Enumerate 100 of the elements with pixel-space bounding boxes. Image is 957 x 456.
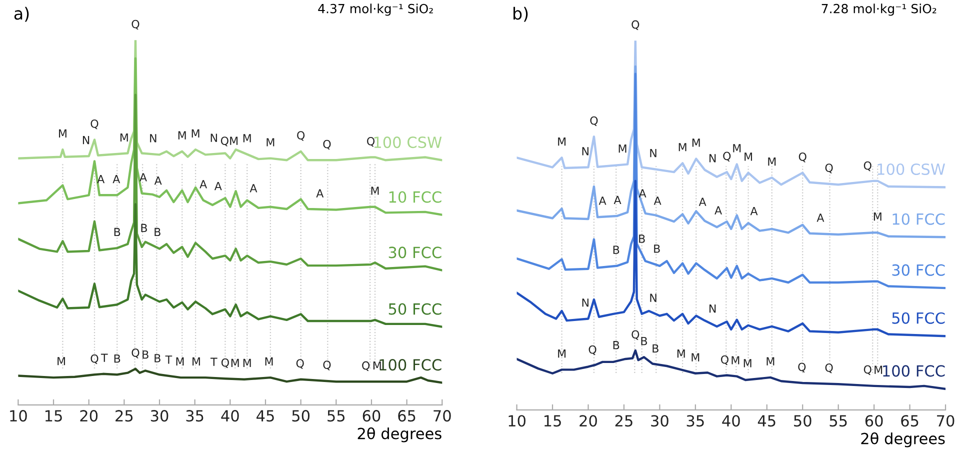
annotation: M bbox=[265, 357, 273, 366]
x-tick-label: 10 bbox=[10, 410, 27, 422]
annotation: Q bbox=[221, 358, 229, 368]
annotation: A bbox=[250, 184, 258, 192]
annotation: Q bbox=[588, 345, 596, 356]
x-tick-label: 25 bbox=[615, 415, 632, 427]
annotation: M bbox=[58, 357, 65, 366]
x-tick-label: 35 bbox=[686, 415, 704, 427]
x-tick-label: 45 bbox=[758, 415, 776, 427]
series-label: 100 CSW bbox=[374, 136, 442, 148]
annotation: B bbox=[114, 228, 120, 236]
annotation: N bbox=[82, 136, 90, 144]
annotation: A bbox=[140, 173, 147, 182]
annotation: M bbox=[618, 144, 626, 153]
x-tick-label: 10 bbox=[508, 415, 526, 427]
x-tick-label: 55 bbox=[328, 410, 345, 422]
annotation: A bbox=[154, 176, 162, 185]
x-tick-label: 15 bbox=[45, 410, 62, 422]
annotation: A bbox=[714, 206, 722, 214]
series-label: 50 FCC bbox=[892, 312, 945, 324]
x-tick-label: 70 bbox=[937, 415, 954, 427]
annotation: M bbox=[243, 134, 251, 142]
annotation: M bbox=[692, 353, 700, 362]
x-tick-label: 45 bbox=[256, 410, 274, 422]
annotation: M bbox=[178, 131, 186, 140]
x-tick-label: 50 bbox=[292, 410, 310, 422]
series-label: 10 FCC bbox=[389, 191, 442, 203]
annotation: M bbox=[192, 129, 200, 138]
annotation: M bbox=[371, 186, 379, 195]
annotation: Q bbox=[825, 363, 833, 374]
annotation: Q bbox=[367, 136, 375, 147]
annotation: M bbox=[677, 350, 685, 358]
chart-title: b) bbox=[514, 6, 528, 22]
annotation: M bbox=[678, 143, 686, 152]
x-tick-label: 55 bbox=[830, 415, 847, 427]
annotation: A bbox=[200, 180, 208, 188]
annotation: Q bbox=[590, 116, 598, 126]
annotation: M bbox=[766, 357, 774, 366]
annotation: B bbox=[613, 246, 620, 254]
x-tick-label: 20 bbox=[80, 410, 98, 422]
annotation: M bbox=[176, 357, 184, 366]
annotation: B bbox=[154, 228, 160, 236]
annotation: Q bbox=[798, 152, 806, 162]
annotation: B bbox=[114, 354, 120, 363]
annotation: M bbox=[558, 138, 566, 146]
annotation: M bbox=[58, 129, 66, 138]
annotation: B bbox=[654, 244, 660, 253]
annotation: Q bbox=[297, 131, 305, 141]
x-tick-label: 65 bbox=[901, 415, 918, 427]
x-tick-label: 50 bbox=[794, 415, 812, 427]
annotation: Q bbox=[296, 359, 304, 369]
annotation: Q bbox=[90, 354, 98, 364]
annotation: Q bbox=[632, 20, 640, 30]
annotation: Q bbox=[362, 361, 370, 371]
annotation: T bbox=[100, 354, 108, 362]
annotation: N bbox=[582, 298, 588, 307]
annotation: M bbox=[692, 138, 700, 147]
annotation: N bbox=[710, 304, 716, 313]
annotation: M bbox=[373, 361, 381, 370]
annotation: N bbox=[150, 134, 156, 142]
annotation: Q bbox=[798, 362, 806, 372]
series-label: 50 FCC bbox=[388, 303, 442, 315]
annotation: M bbox=[192, 357, 200, 366]
annotation: Q bbox=[720, 355, 728, 365]
x-tick-label: 70 bbox=[434, 410, 451, 422]
annotation: M bbox=[558, 350, 566, 358]
annotation: T bbox=[165, 356, 172, 364]
annotation: M bbox=[231, 358, 239, 367]
annotation: N bbox=[582, 147, 588, 156]
annotation: Q bbox=[132, 20, 140, 30]
series-label: 100 FCC bbox=[380, 359, 442, 371]
annotation: M bbox=[744, 359, 752, 368]
x-axis-title: 2θ degrees bbox=[861, 432, 945, 448]
x-tick-label: 40 bbox=[221, 410, 239, 422]
x-tick-label: 60 bbox=[362, 410, 380, 422]
annotation: Q bbox=[132, 348, 140, 358]
annotation: A bbox=[654, 196, 662, 205]
annotation: Q bbox=[323, 140, 331, 150]
annotation: Q bbox=[323, 360, 331, 370]
annotation: N bbox=[650, 294, 656, 302]
annotation: A bbox=[214, 182, 222, 190]
annotation: A bbox=[750, 206, 758, 216]
annotation: Q bbox=[90, 119, 98, 130]
series-label: 30 FCC bbox=[388, 246, 442, 258]
annotation: A bbox=[816, 214, 824, 222]
annotation: Q bbox=[864, 161, 872, 172]
series-label: 100 FCC bbox=[883, 365, 945, 377]
x-tick-label: 25 bbox=[116, 410, 133, 422]
chart-subtitle: 4.37 mol·kg⁻¹ SiO₂ bbox=[318, 4, 433, 16]
annotation: B bbox=[652, 344, 658, 352]
annotation: Q bbox=[864, 365, 872, 375]
x-axis-title: 2θ degrees bbox=[358, 427, 442, 442]
series-label: 30 FCC bbox=[892, 264, 945, 276]
annotation: M bbox=[874, 366, 882, 374]
chart-title: a) bbox=[14, 6, 29, 22]
annotation: A bbox=[598, 196, 606, 205]
x-tick-label: 30 bbox=[150, 410, 168, 422]
annotation: B bbox=[142, 350, 148, 359]
annotation: Q bbox=[723, 152, 731, 162]
series-label: 100 CSW bbox=[878, 163, 946, 176]
